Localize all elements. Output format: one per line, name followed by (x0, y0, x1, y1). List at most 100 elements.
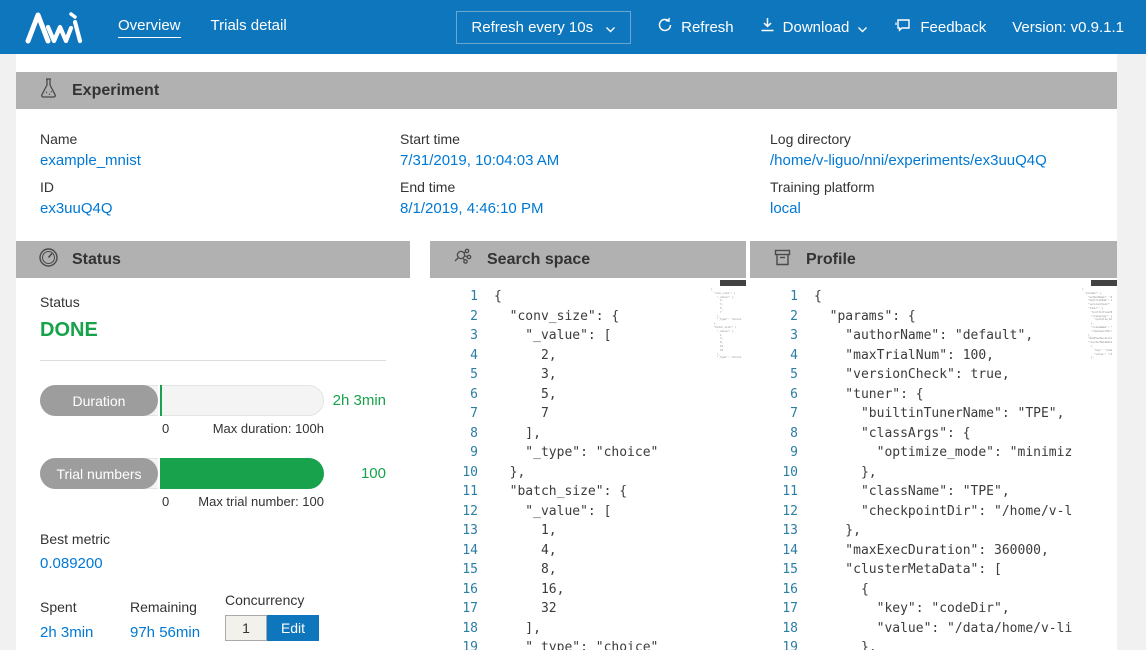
line-number: 5 (790, 367, 798, 382)
search-space-panel: Search space 1 2 3 4 5 6 7 8 9 10 11 12 13 14 15 16 17 18… (430, 241, 746, 650)
line-number: 18 (462, 620, 478, 636)
line-number: 7 (790, 406, 798, 421)
code-line: "className": "TPE", (814, 484, 1010, 499)
search-space-title: Search space (487, 250, 591, 268)
tab-overview[interactable]: Overview (118, 17, 181, 38)
status-panel-title: Status (72, 250, 121, 268)
code-line: 5, (494, 386, 557, 402)
line-number: 10 (782, 464, 798, 480)
trials-value: 100 (360, 465, 386, 482)
concurrency-input[interactable] (225, 615, 267, 641)
line-number: 19 (462, 640, 478, 650)
line-number: 3 (790, 328, 798, 343)
version-text: Version: v0.9.1.1 (1012, 18, 1124, 36)
trials-min: 0 (162, 494, 170, 509)
field-label: End time (400, 179, 456, 195)
code-line: "_value": [ (494, 503, 612, 519)
line-number: 11 (782, 484, 798, 499)
code-line: 3, (494, 367, 557, 382)
code-line: ], (494, 620, 541, 636)
profile-panel: Profile 1 2 3 4 5 6 7 8 9 10 11 12 13 14 15 16 17 18 19 { … (750, 241, 1117, 650)
chevron-down-icon (605, 22, 616, 33)
line-number: 7 (470, 406, 478, 421)
code-line: "_type": "choice" (494, 445, 659, 460)
trials-progress: Trial numbers 100 0 Max trial number: 10… (40, 458, 386, 509)
trial-numbers-pill: Trial numbers (40, 458, 158, 489)
refresh-interval-select[interactable]: Refresh every 10s (456, 10, 632, 44)
line-number: 13 (782, 523, 798, 538)
line-number: 4 (470, 347, 478, 363)
code-line: "maxExecDuration": 360000, (814, 542, 1049, 558)
download-icon (760, 17, 775, 37)
code-line: "value": "/data/home/v-li (814, 620, 1073, 636)
code-line: 7 (494, 406, 549, 421)
tab-trials-detail[interactable]: Trials detail (210, 17, 287, 34)
search-space-header: Search space (430, 241, 746, 278)
code-line: }, (814, 464, 877, 480)
refresh-label: Refresh (681, 18, 734, 36)
code-line: 2, (494, 347, 557, 363)
refresh-button[interactable]: Refresh (657, 17, 734, 37)
line-number: 16 (782, 581, 798, 597)
code-line: "versionCheck": true, (814, 367, 1010, 382)
top-navbar: Overview Trials detail Refresh every 10s… (0, 0, 1146, 54)
code-line: }, (814, 640, 877, 650)
code-line: "_type": "choice" (494, 640, 659, 650)
line-number: 18 (782, 620, 798, 636)
field-label: ID (40, 179, 54, 195)
field-start-time: Start time 7/31/2019, 10:04:03 AM (400, 125, 770, 169)
line-number: 12 (782, 503, 798, 519)
spent-label: Spent (40, 599, 77, 615)
line-number: 17 (462, 601, 478, 616)
line-number: 15 (782, 562, 798, 577)
line-number: 2 (790, 308, 798, 324)
field-training-platform: Training platform local (770, 173, 1117, 217)
code-line: 16, (494, 581, 565, 597)
code-line: "maxTrialNum": 100, (814, 347, 995, 363)
line-number: 14 (782, 542, 798, 558)
code-line: { (814, 289, 822, 304)
code-line: "optimize_mode": "minimiz (814, 445, 1073, 460)
duration-max: Max duration: 100h (212, 421, 324, 436)
nni-logo-icon (24, 10, 84, 44)
line-number: 10 (462, 464, 478, 480)
line-number: 2 (470, 308, 478, 324)
experiment-header: Experiment (16, 72, 1117, 109)
concurrency-label: Concurrency (225, 592, 305, 608)
field-label: Training platform (770, 179, 875, 195)
field-label: Name (40, 131, 78, 147)
editor-gutter: 1 2 3 4 5 6 7 8 9 10 11 12 13 14 15 16 17 18 19 (430, 287, 494, 650)
scrollbar-slider[interactable] (1091, 280, 1117, 286)
editor-gutter: 1 2 3 4 5 6 7 8 9 10 11 12 13 14 15 16 17 18 19 (750, 287, 814, 650)
status-value: DONE (40, 319, 98, 341)
download-button[interactable]: Download (760, 17, 869, 37)
code-line: 32 (494, 601, 557, 616)
code-line: "clusterMetaData": [ (814, 562, 1002, 577)
remaining-label: Remaining (130, 599, 197, 615)
code-line: "_value": [ (494, 328, 612, 343)
feedback-button[interactable]: Feedback (894, 17, 986, 37)
code-line: "checkpointDir": "/home/v-l (814, 503, 1073, 519)
profile-editor[interactable]: 1 2 3 4 5 6 7 8 9 10 11 12 13 14 15 16 17 18 19 { "params"… (750, 278, 1117, 650)
editor-code: { "conv_size": { "_value": [ 2, 3, 5, 7 … (494, 287, 746, 650)
line-number: 1 (470, 289, 478, 304)
best-metric-label: Best metric (40, 531, 111, 547)
feedback-label: Feedback (920, 18, 987, 36)
duration-progress: Duration 2h 3min 0 Max duration: 100h (40, 385, 386, 436)
molecule-icon (452, 246, 474, 273)
code-line: "conv_size": { (494, 308, 620, 324)
line-number: 4 (790, 347, 798, 363)
progress-fill (158, 458, 324, 489)
concurrency-edit-button[interactable]: Edit (267, 615, 319, 641)
line-number: 8 (790, 425, 798, 441)
progress-fill (158, 385, 163, 416)
code-line: "tuner": { (814, 386, 924, 402)
search-space-editor[interactable]: 1 2 3 4 5 6 7 8 9 10 11 12 13 14 15 16 17 18 19 { "conv_si… (430, 278, 746, 650)
scrollbar-slider[interactable] (720, 280, 746, 286)
main-content: Experiment Name example_mnist ID ex3uuQ4… (16, 54, 1117, 650)
field-value: local (770, 200, 801, 217)
chevron-down-icon (857, 22, 868, 33)
flask-icon (38, 77, 59, 104)
code-line: 4, (494, 542, 557, 558)
status-panel-header: Status (16, 241, 410, 278)
